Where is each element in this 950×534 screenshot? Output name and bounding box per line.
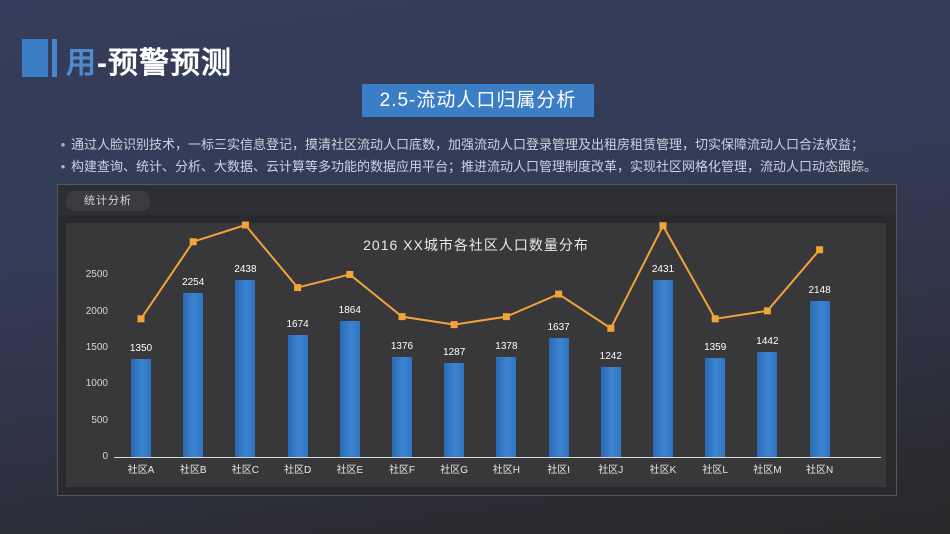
- line-marker-icon: [607, 324, 615, 332]
- panel-header: 统计分析: [58, 185, 896, 215]
- bullet-dot-icon: •: [60, 137, 66, 152]
- bar-value-label: 1864: [338, 305, 361, 317]
- section-banner: 2.5-流动人口归属分析: [362, 84, 594, 117]
- x-axis-category-label: 社区M: [753, 465, 782, 476]
- page-title-rest: -预警预测: [97, 47, 232, 80]
- x-axis-category-label: 社区L: [702, 465, 728, 476]
- x-axis-category-label: 社区B: [179, 465, 207, 476]
- page-title: 用-预警预测: [66, 38, 232, 82]
- y-axis-tick-label: 500: [91, 414, 108, 426]
- y-axis-tick-label: 2000: [85, 305, 108, 317]
- x-axis-category-label: 社区G: [440, 465, 469, 476]
- x-axis-category-label: 社区D: [283, 465, 312, 476]
- bar-value-label: 2438: [234, 263, 257, 275]
- y-axis-tick-label: 1500: [85, 341, 108, 353]
- y-axis-tick-label: 2500: [85, 269, 108, 281]
- bar-value-label: 1674: [286, 319, 309, 331]
- page-title-highlight: 用: [66, 47, 97, 80]
- chart-bar: [705, 358, 726, 457]
- x-axis-category-label: 社区K: [649, 465, 677, 476]
- bar-value-label: 1442: [756, 336, 779, 348]
- x-axis-category-label: 社区J: [598, 465, 624, 476]
- bar-value-label: 2431: [651, 264, 675, 276]
- chart-bar: [757, 352, 778, 457]
- bar-value-label: 1359: [704, 342, 727, 354]
- line-marker-icon: [346, 270, 354, 278]
- chart-bar: [809, 300, 830, 457]
- bar-value-label: 1242: [599, 350, 622, 362]
- chart-bar: [339, 321, 360, 457]
- x-axis-category-label: 社区E: [336, 465, 364, 476]
- y-axis-tick-label: 1000: [85, 378, 108, 390]
- bullet-item: • 构建查询、统计、分析、大数据、云计算等多功能的数据应用平台；推进流动人口管理…: [55, 156, 915, 178]
- chart-bar: [548, 337, 569, 457]
- bar-value-label: 1287: [443, 347, 466, 359]
- line-marker-icon: [502, 313, 510, 321]
- line-marker-icon: [294, 284, 302, 292]
- chart-bar: [444, 363, 465, 457]
- bar-value-label: 2254: [182, 277, 205, 289]
- line-marker-icon: [398, 313, 406, 321]
- chart-bar: [287, 335, 308, 457]
- stats-panel: 统计分析 2016 XX城市各社区人口数量分布 0 500 1000 1500 2000…: [57, 184, 897, 496]
- chart-bar: [392, 356, 412, 457]
- line-marker-icon: [555, 290, 563, 298]
- x-axis-category-label: 社区F: [388, 465, 416, 476]
- line-marker-icon: [241, 221, 249, 229]
- bullet-text: 构建查询、统计、分析、大数据、云计算等多功能的数据应用平台；推进流动人口管理制度…: [71, 159, 878, 174]
- line-marker-icon: [137, 315, 145, 323]
- bullet-dot-icon: •: [60, 159, 66, 174]
- title-accent-bar-icon: [52, 39, 57, 77]
- line-marker-icon: [763, 307, 771, 315]
- line-marker-icon: [711, 315, 719, 323]
- line-marker-icon: [659, 222, 667, 230]
- chart-bar: [496, 356, 517, 457]
- x-axis-category-label: 社区N: [805, 465, 834, 476]
- x-axis-category-label: 社区I: [547, 465, 570, 476]
- bullet-item: • 通过人脸识别技术，一标三实信息登记，摸清社区流动人口底数，加强流动人口登录管…: [55, 134, 915, 156]
- bar-value-label: 1378: [495, 340, 518, 352]
- chart-bar: [600, 366, 621, 457]
- bullet-text: 通过人脸识别技术，一标三实信息登记，摸清社区流动人口底数，加强流动人口登录管理及…: [71, 137, 865, 152]
- x-axis-category-label: 社区C: [231, 465, 259, 476]
- x-axis-line: [114, 457, 881, 458]
- chart-bar: [235, 279, 256, 457]
- title-accent-square-icon: [22, 39, 48, 77]
- bar-value-label: 1637: [547, 321, 570, 333]
- tab-statistics: 统计分析: [66, 191, 150, 211]
- chart-bar: [653, 280, 673, 457]
- chart-plot: 2016 XX城市各社区人口数量分布 0 500 1000 1500 2000 2500 1…: [66, 221, 886, 487]
- x-axis-category-label: 社区A: [127, 465, 155, 476]
- bullet-list: • 通过人脸识别技术，一标三实信息登记，摸清社区流动人口底数，加强流动人口登录管…: [55, 134, 915, 178]
- chart-title: 2016 XX城市各社区人口数量分布: [363, 237, 589, 253]
- bar-value-label: 1350: [129, 342, 153, 354]
- y-axis-tick-label: 0: [102, 451, 108, 462]
- bar-value-label: 2148: [808, 284, 831, 296]
- chart-bar: [131, 358, 151, 457]
- x-axis-category-label: 社区H: [492, 465, 520, 476]
- chart-bar: [183, 293, 204, 457]
- line-marker-icon: [450, 321, 458, 329]
- bar-value-label: 1376: [390, 340, 414, 352]
